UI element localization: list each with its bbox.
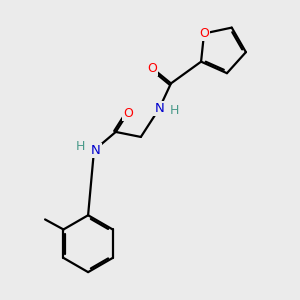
Text: O: O (199, 27, 209, 40)
Text: N: N (154, 102, 164, 115)
Text: O: O (123, 107, 133, 120)
Text: O: O (147, 62, 157, 75)
Text: N: N (91, 144, 100, 157)
Text: H: H (75, 140, 85, 154)
Text: H: H (169, 104, 179, 117)
